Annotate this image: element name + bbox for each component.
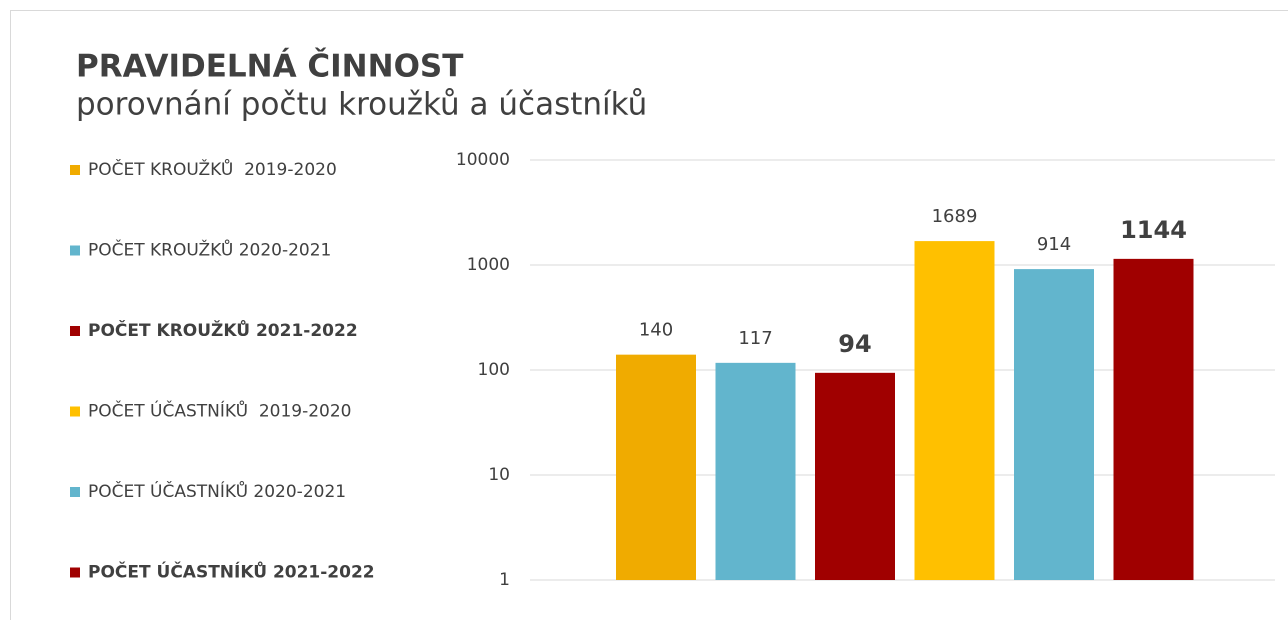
legend-label: POČET ÚČASTNÍKŮ 2021-2022 <box>88 560 375 583</box>
value-label: 140 <box>639 320 673 341</box>
value-label: 117 <box>738 328 772 349</box>
y-tick-label: 100 <box>478 360 510 380</box>
bar <box>1113 258 1194 580</box>
bar <box>715 362 796 580</box>
legend-label: POČET ÚČASTNÍKŮ 2020-2021 <box>88 480 346 502</box>
frame <box>10 10 1288 620</box>
legend-label: POČET KROUŽKŮ 2019-2020 <box>88 158 337 180</box>
legend-label: POČET KROUŽKŮ 2020-2021 <box>88 239 331 261</box>
chart-subtitle: porovnání počtu kroužků a účastníků <box>76 87 647 123</box>
bar <box>815 372 895 580</box>
chart-title: PRAVIDELNÁ ČINNOST <box>76 48 463 85</box>
legend-swatch <box>70 245 80 256</box>
y-tick-label: 1 <box>499 570 510 590</box>
y-tick-label: 1000 <box>467 255 510 275</box>
legend-swatch <box>70 165 80 175</box>
bar <box>914 241 995 581</box>
value-label: 94 <box>838 330 871 358</box>
value-label: 1689 <box>932 206 978 227</box>
value-label: 914 <box>1037 234 1071 255</box>
value-label: 1144 <box>1120 216 1187 244</box>
legend-swatch <box>70 487 80 497</box>
legend-swatch <box>70 406 80 417</box>
legend-label: POČET ÚČASTNÍKŮ 2019-2020 <box>88 400 351 422</box>
y-tick-label: 10 <box>488 465 510 485</box>
legend-swatch <box>70 567 80 578</box>
bar <box>1014 269 1094 580</box>
legend-label: POČET KROUŽKŮ 2021-2022 <box>88 318 358 341</box>
legend-swatch <box>70 326 80 336</box>
bar <box>616 354 696 580</box>
y-tick-label: 10000 <box>456 150 510 170</box>
